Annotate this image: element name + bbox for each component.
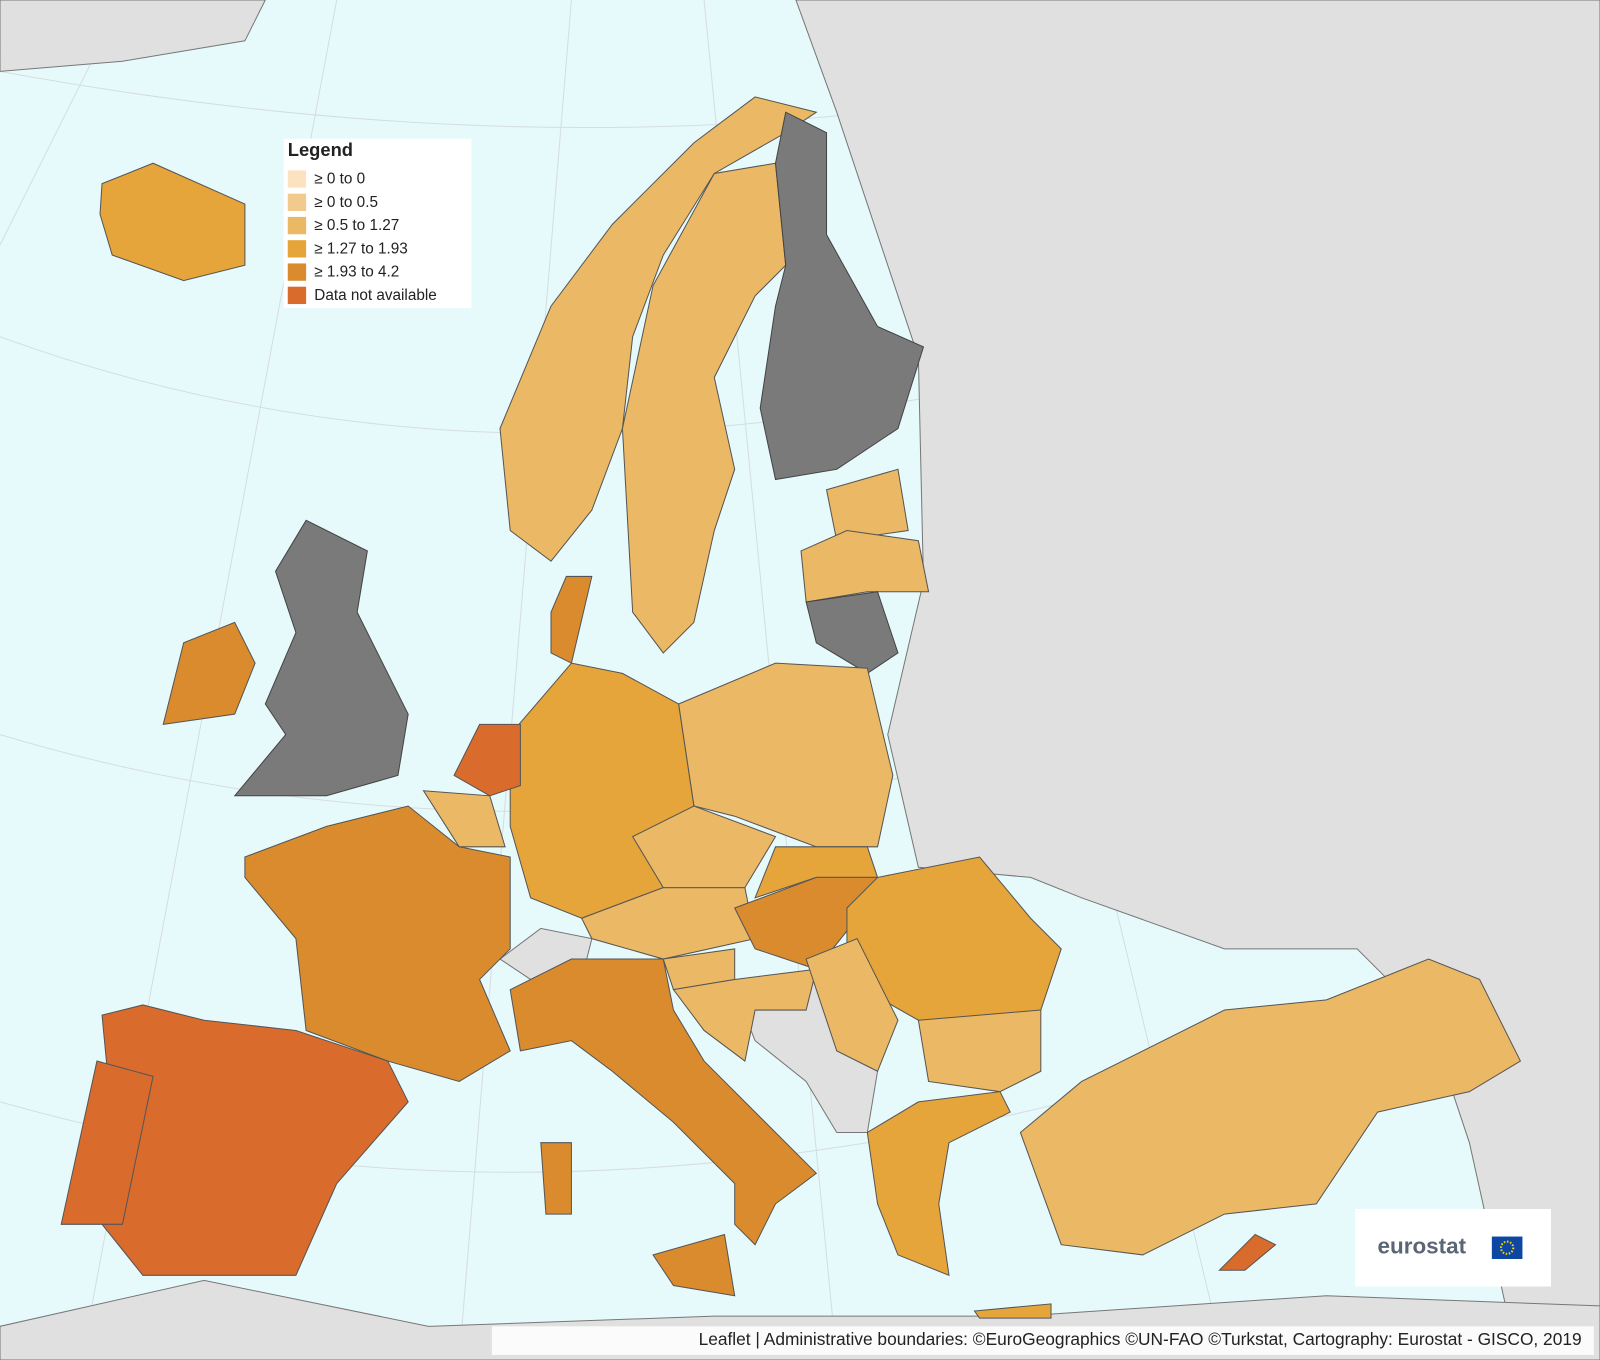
sweden	[621, 162, 787, 654]
legend-swatch	[287, 263, 307, 281]
legend-items: ≥ 0 to 0 ≥ 0 to 0.5 ≥ 0.5 to 1.27 ≥ 1.27 to…	[287, 170, 437, 305]
legend-swatch	[287, 286, 307, 305]
legend-label: Data not available	[314, 287, 436, 304]
czechia	[631, 805, 777, 889]
legend-swatch	[287, 216, 307, 235]
croatia	[672, 968, 818, 1062]
bulgaria	[917, 1009, 1042, 1093]
eu-flag	[1491, 1236, 1523, 1259]
iceland	[99, 162, 246, 282]
turkey	[1019, 958, 1522, 1256]
finland	[759, 111, 925, 481]
cyprus	[1218, 1233, 1277, 1271]
attribution-box	[491, 1326, 1594, 1355]
attribution: Leaflet | Administrative boundaries: ©Eu…	[699, 1329, 1582, 1349]
legend-label: ≥ 0.5 to 1.27	[314, 217, 399, 234]
crete	[973, 1303, 1052, 1319]
eu-stars	[1500, 1240, 1515, 1255]
italy	[509, 958, 818, 1246]
legend-title: Legend	[288, 139, 353, 160]
belgium	[422, 790, 506, 848]
sardinia	[540, 1142, 572, 1215]
legend-swatch	[287, 193, 307, 211]
ireland	[162, 621, 256, 725]
denmark	[550, 575, 593, 664]
legend-swatch	[287, 240, 307, 258]
netherlands	[453, 723, 521, 797]
legend: Legend ≥ 0 to 0≥ 0 to 0.5≥ 0.5 to 1.27≥ …	[283, 138, 472, 309]
greece	[866, 1091, 1011, 1277]
legend-swatch	[287, 170, 307, 188]
legend-box	[283, 138, 472, 309]
legend-label: ≥ 0 to 0.5	[314, 194, 378, 211]
sicily	[652, 1233, 736, 1297]
logo: eurostat	[1355, 1209, 1552, 1287]
estonia	[825, 468, 909, 542]
france	[244, 805, 511, 1083]
portugal	[60, 1060, 154, 1225]
logo-text: eurostat	[1378, 1234, 1467, 1259]
serbia	[805, 937, 899, 1072]
united-kingdom	[233, 519, 409, 797]
countries	[60, 96, 1522, 1319]
legend-label: ≥ 0 to 0	[314, 171, 365, 188]
legend-label: ≥ 1.93 to 4.2	[314, 264, 399, 281]
lithuania	[805, 591, 899, 674]
poland	[678, 662, 894, 848]
legend-label: ≥ 1.27 to 1.93	[314, 240, 407, 257]
